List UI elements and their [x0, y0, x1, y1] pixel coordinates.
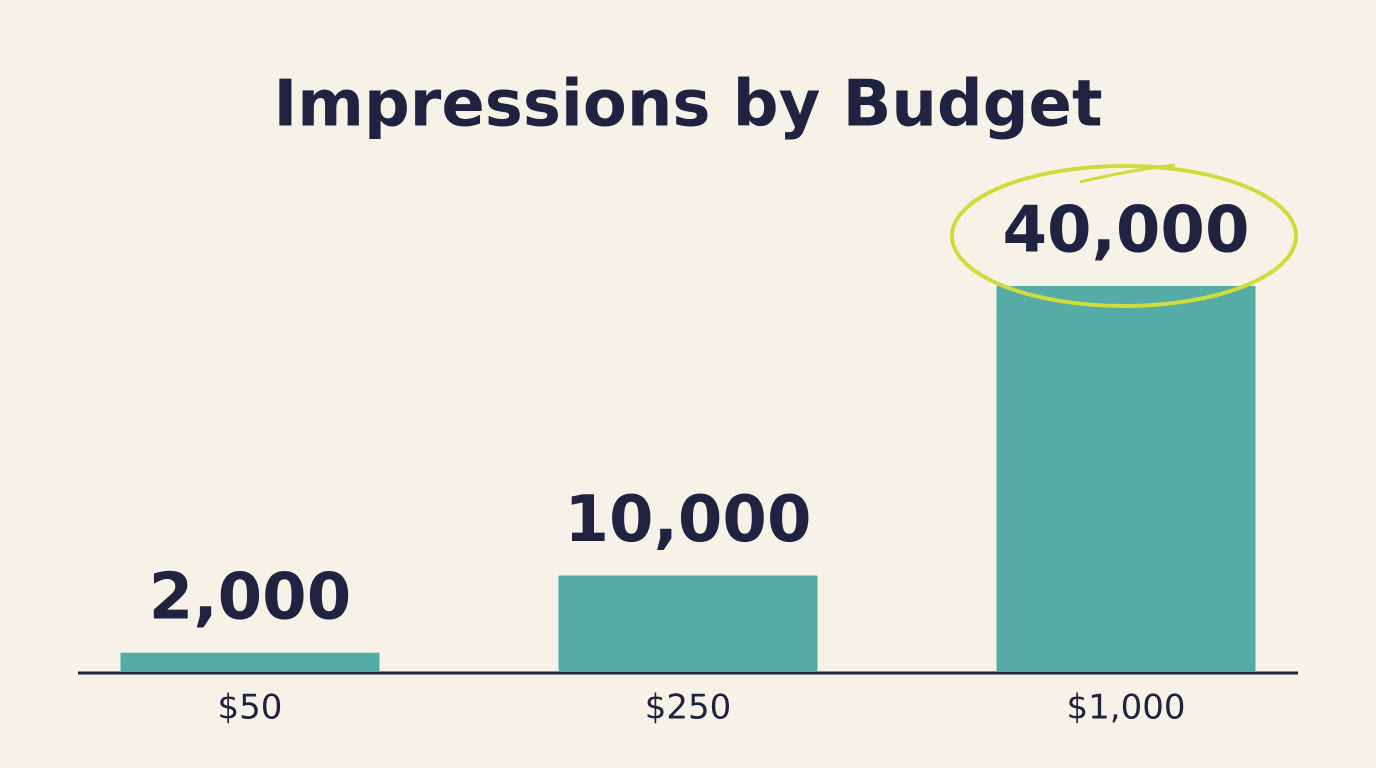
highlight-stroke	[1079, 163, 1176, 184]
value-label: 40,000	[1003, 194, 1250, 268]
bar	[120, 652, 380, 672]
bar	[558, 575, 818, 672]
chart-title: Impressions by Budget	[273, 68, 1102, 142]
highlight-circle	[950, 164, 1298, 308]
value-label: 10,000	[565, 483, 812, 557]
bar	[996, 286, 1256, 672]
x-tick-label: $50	[218, 688, 283, 728]
x-tick-label: $250	[645, 688, 732, 728]
value-label: 2,000	[149, 560, 351, 634]
x-tick-label: $1,000	[1067, 688, 1186, 728]
